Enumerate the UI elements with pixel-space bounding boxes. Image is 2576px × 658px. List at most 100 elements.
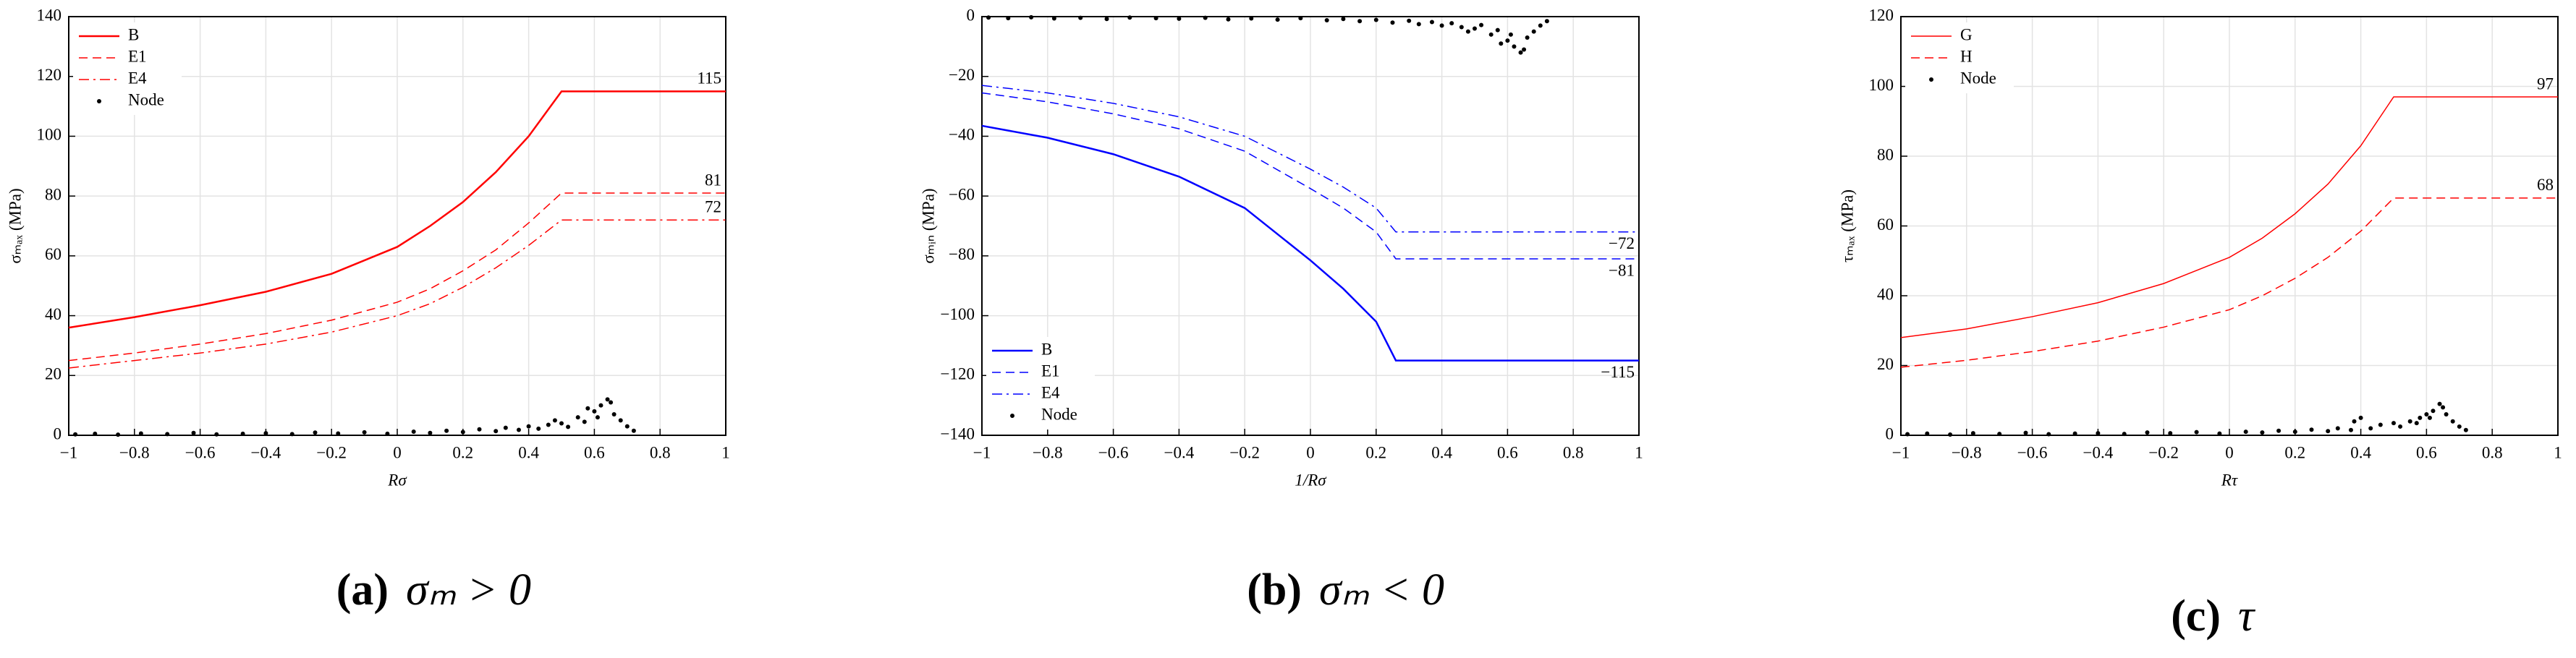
node-point: [1512, 44, 1517, 49]
x-tick-label: −0.6: [1098, 443, 1129, 461]
caption-label: (c): [2171, 591, 2221, 641]
node-point: [2427, 415, 2432, 420]
x-axis-label: Rσ: [387, 471, 407, 489]
node-point: [477, 427, 482, 432]
y-tick-label: 20: [1877, 355, 1894, 373]
node-point: [428, 430, 433, 435]
node-point: [516, 427, 521, 432]
node-point: [1203, 15, 1208, 20]
node-point: [2398, 424, 2403, 429]
node-point: [2072, 431, 2077, 436]
x-tick-label: −0.2: [2148, 443, 2179, 461]
x-tick-label: 0.4: [518, 443, 539, 461]
node-point: [2168, 431, 2173, 436]
legend-label: H: [1960, 47, 1973, 65]
x-tick-label: 0.2: [452, 443, 473, 461]
x-tick-label: −0.6: [185, 443, 216, 461]
series-line: [981, 92, 1639, 260]
legend-label: Node: [128, 90, 164, 108]
node-point: [1925, 431, 1930, 436]
node-point: [1429, 20, 1434, 25]
node-point: [592, 409, 597, 414]
x-axis-label: 1/Rσ: [1295, 471, 1327, 489]
y-tick-label: 60: [1877, 215, 1894, 234]
y-axis-label: τₘₐₓ (MPa): [1838, 189, 1856, 262]
series-line: [981, 124, 1639, 362]
y-tick-label: −40: [949, 126, 975, 144]
node-point: [2441, 405, 2446, 410]
node-point: [191, 430, 196, 435]
x-axis-label: Rτ: [2221, 471, 2238, 489]
legend-label: E1: [128, 47, 147, 65]
node-point: [609, 400, 614, 405]
end-label: −81: [1609, 261, 1635, 279]
node-point: [1341, 17, 1346, 22]
node-point: [2358, 415, 2363, 420]
node-point: [385, 431, 390, 436]
caption: τ: [2238, 591, 2256, 641]
node-point: [624, 424, 630, 429]
y-tick-label: −60: [949, 185, 975, 203]
node-point: [460, 430, 465, 435]
x-tick-label: 0: [1306, 443, 1315, 461]
node-point: [605, 397, 610, 402]
node-point: [1357, 19, 1363, 24]
chart: −1 −0.8 −0.6 −0.4 −0.2 0 0.2 0.4 0.6 0.8 1 0 20 40 60 8…: [6, 6, 729, 615]
node-point: [595, 415, 600, 420]
legend-label: B: [1041, 340, 1052, 358]
y-tick-label: 100: [37, 126, 62, 144]
plot-frame: [68, 16, 726, 436]
node-point: [526, 424, 531, 429]
x-tick-label: −1: [60, 443, 77, 461]
x-tick-label: 1: [1635, 443, 1643, 461]
node-point: [2444, 412, 2449, 417]
node-point: [1970, 431, 1975, 436]
node-point: [1905, 432, 1910, 437]
node-point: [1416, 22, 1421, 27]
y-tick-label: 0: [967, 6, 975, 24]
node-point: [1495, 27, 1500, 33]
y-tick-label: 120: [1869, 6, 1894, 24]
y-axis-label: σₘₐₓ (MPa): [6, 188, 24, 263]
legend-symbol: [97, 99, 101, 103]
legend-label: E1: [1041, 362, 1060, 380]
node-point: [2391, 421, 2396, 426]
end-label: −72: [1609, 234, 1635, 252]
node-point: [536, 426, 541, 431]
node-point: [1531, 29, 1536, 34]
node-point: [2122, 432, 2127, 437]
legend-label: Node: [1960, 69, 1996, 87]
node-point: [1104, 17, 1109, 22]
node-point: [2424, 412, 2429, 417]
x-tick-label: 1: [2554, 443, 2562, 461]
node-point: [2431, 409, 2436, 414]
x-tick-label: −0.4: [251, 443, 281, 461]
node-point: [503, 425, 508, 430]
node-point: [165, 432, 170, 437]
node-point: [1544, 19, 1549, 24]
node-point: [1127, 15, 1132, 20]
y-tick-label: 100: [1869, 76, 1894, 94]
node-point: [263, 431, 268, 436]
node-point: [2023, 430, 2028, 435]
node-point: [1459, 25, 1464, 30]
y-tick-label: 80: [1877, 145, 1894, 163]
node-point: [2046, 432, 2051, 437]
chart: −1 −0.8 −0.6 −0.4 −0.2 0 0.2 0.4 0.6 0.8 1 0 20 40 60 8…: [1838, 6, 2562, 641]
node-point: [1298, 16, 1303, 21]
node-point: [1051, 16, 1056, 21]
node-point: [138, 431, 143, 436]
legend-label: E4: [128, 69, 147, 87]
node-point: [585, 406, 590, 411]
legend-box: [1905, 22, 2014, 93]
y-tick-label: −100: [941, 305, 975, 323]
x-tick-label: −0.2: [316, 443, 347, 461]
y-tick-label: 0: [54, 424, 62, 443]
x-tick-label: 0.8: [650, 443, 671, 461]
legend-box: [73, 22, 182, 115]
legend-symbol: [1929, 77, 1933, 82]
end-label: 97: [2537, 74, 2554, 93]
y-tick-label: −20: [949, 66, 975, 84]
node-point: [1508, 32, 1513, 37]
